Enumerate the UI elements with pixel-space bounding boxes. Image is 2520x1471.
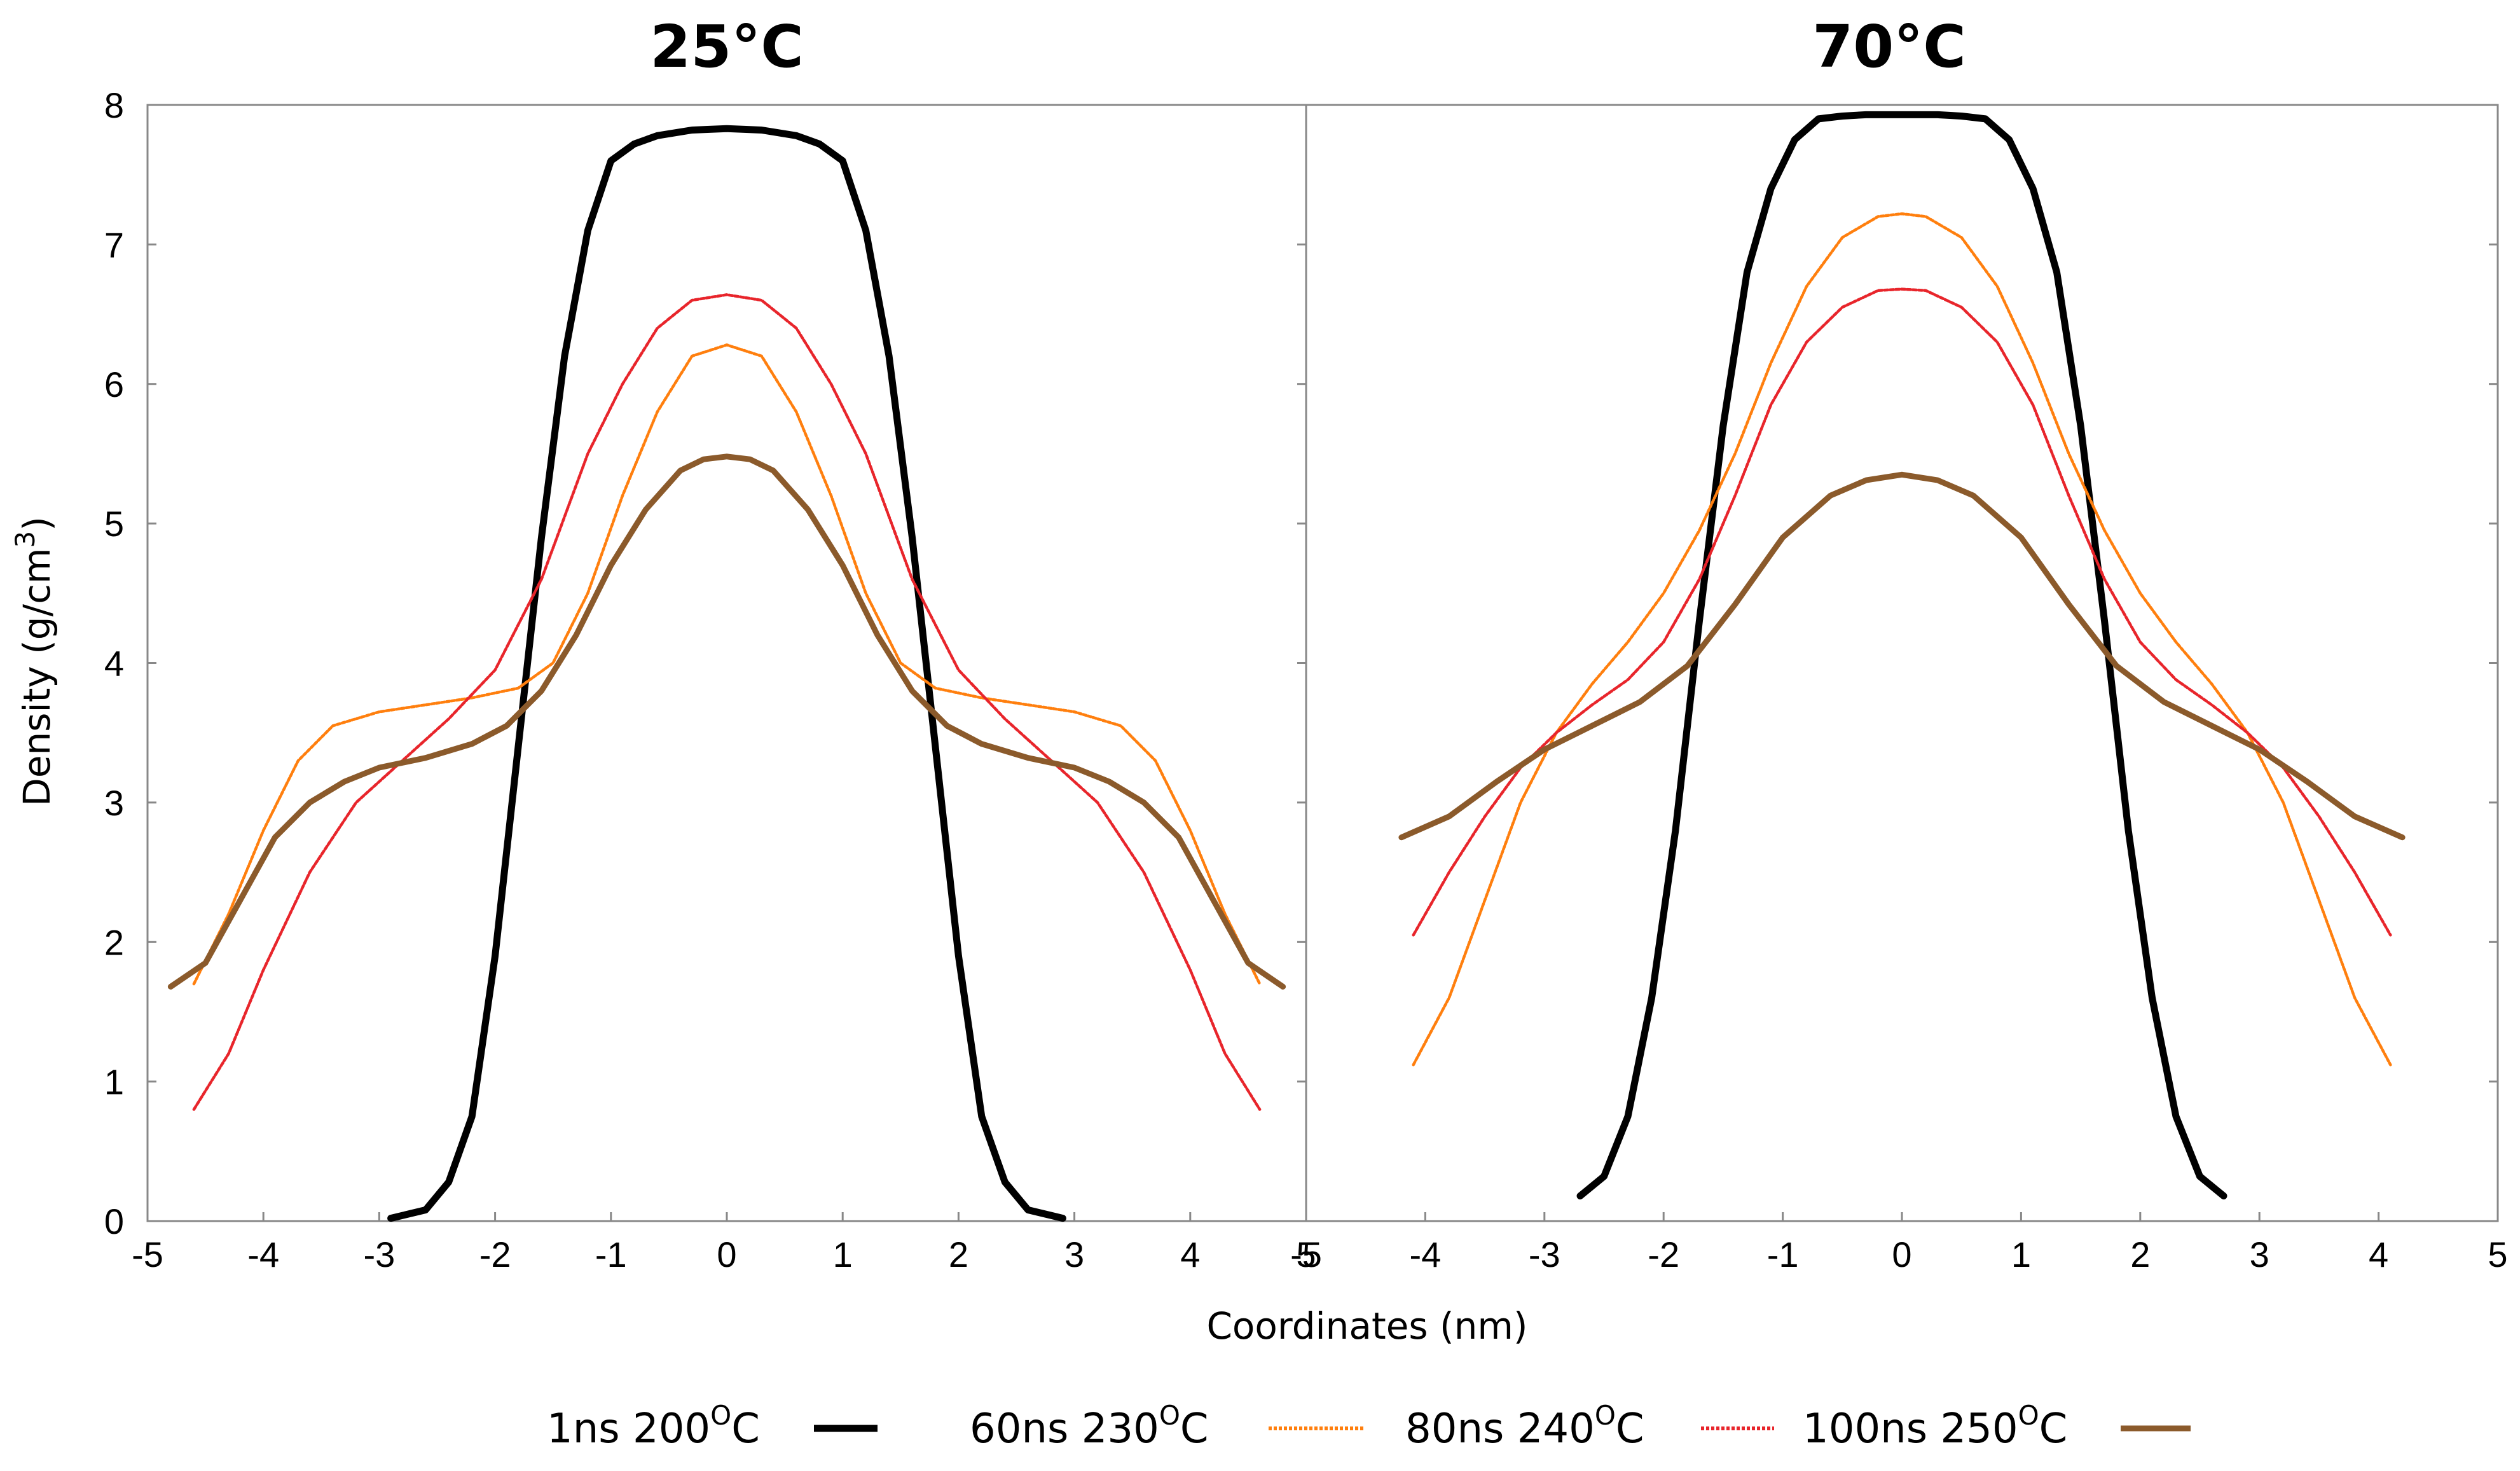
panel-25c-frame [146,104,1307,1222]
x-axis-ticks: -5 -4 -3 -2 -1 0 1 2 3 4 5-5 -4 -3 -2 -1 0 1 2 3 4 5 [132,1212,2508,1274]
legend-60ns-prefix: 60ns 230 [970,1405,1159,1453]
x-tick-label: 3 [2250,1234,2269,1274]
legend-1ns-prefix: 1ns 200 [547,1405,710,1453]
x-tick-label: -3 [364,1234,396,1274]
panel-70c-frame [1305,104,2499,1222]
legend-60ns-sup: O [1159,1400,1180,1431]
y-tick-label: 3 [104,783,124,823]
x-tick-label: 0 [717,1234,736,1274]
x-tick-label: 0 [1892,1234,1911,1274]
x-axis-label: Coordinates (nm) [1206,1304,1527,1348]
x-tick-label: -4 [247,1234,279,1274]
x-tick-label: 2 [949,1234,968,1274]
x-tick-label: -1 [595,1234,627,1274]
x-tick-label: -5 [1290,1234,1322,1274]
legend-1ns-sup: O [710,1400,731,1431]
legend-item-100ns: 100ns 250OC [1803,1400,2191,1453]
legend-item-60ns: 60ns 230OC [970,1400,1364,1453]
panel-70c-title: 70°C [1812,13,1966,81]
x-tick-label: 4 [2369,1234,2388,1274]
legend-80ns-prefix: 80ns 240 [1405,1405,1595,1453]
legend-100ns-prefix: 100ns 250 [1803,1405,2018,1453]
series-line-1ns-200 [387,125,1066,1222]
series-line-60ns-230 [1412,212,2392,1067]
x-tick-label: -1 [1767,1234,1799,1274]
legend-label-60ns: 60ns 230OC [970,1400,1209,1453]
legend-80ns-sup: O [1595,1400,1616,1431]
x-tick-label: -2 [479,1234,511,1274]
y-tick-label: 1 [104,1062,124,1102]
x-tick-label: -2 [1648,1234,1679,1274]
x-tick-label: -4 [1410,1234,1442,1274]
y-tick-label: 0 [104,1201,124,1241]
legend-60ns-suffix: C [1180,1405,1209,1453]
y-tick-label: 5 [104,504,124,544]
y-axis-label-main: Density (g/cm [15,548,59,806]
legend-100ns-suffix: C [2039,1405,2068,1453]
x-tick-label: -3 [1529,1234,1560,1274]
series-line-1ns-200 [1576,111,2227,1199]
x-tick-label: 1 [2011,1234,2031,1274]
legend: 1ns 200OC 60ns 230OC 80ns 240OC 100ns 25… [547,1400,2191,1453]
x-tick-label: 3 [1064,1234,1084,1274]
x-tick-label: 1 [833,1234,853,1274]
series-line-100ns-250 [1398,471,2406,841]
legend-100ns-sup: O [2018,1400,2039,1431]
series-line-80ns-240 [192,293,1262,1111]
y-axis-ticks: 0 1 2 3 4 5 6 7 8 [104,85,2498,1241]
panel-25c-series [167,125,1286,1222]
x-tick-label: 5 [1296,1234,1316,1274]
legend-80ns-suffix: C [1616,1405,1644,1453]
series-line-80ns-240 [1412,287,2392,937]
x-tick-label: 5 [2488,1234,2507,1274]
y-tick-label: 7 [104,224,124,265]
legend-item-1ns: 1ns 200OC [547,1400,878,1453]
x-tick-label: 2 [2130,1234,2150,1274]
legend-label-80ns: 80ns 240OC [1405,1400,1644,1453]
legend-label-100ns: 100ns 250OC [1803,1400,2067,1453]
x-tick-label: 4 [1180,1234,1200,1274]
y-tick-label: 6 [104,364,124,404]
y-tick-label: 4 [104,644,124,684]
y-tick-label: 2 [104,922,124,962]
x-tick-label: -5 [132,1234,163,1274]
legend-label-1ns: 1ns 200OC [547,1400,760,1453]
y-axis-label-close: ) [15,516,59,531]
y-axis-label-sup: 3 [10,531,41,548]
panel-25c-title: 25°C [650,13,804,81]
y-tick-label: 8 [104,85,124,125]
series-line-60ns-230 [192,343,1262,986]
y-axis-label: Density (g/cm3) [10,516,59,806]
series-line-100ns-250 [167,453,1286,990]
legend-1ns-suffix: C [731,1405,760,1453]
legend-item-80ns: 80ns 240OC [1405,1400,1774,1453]
panel-70c-series [1398,111,2406,1199]
